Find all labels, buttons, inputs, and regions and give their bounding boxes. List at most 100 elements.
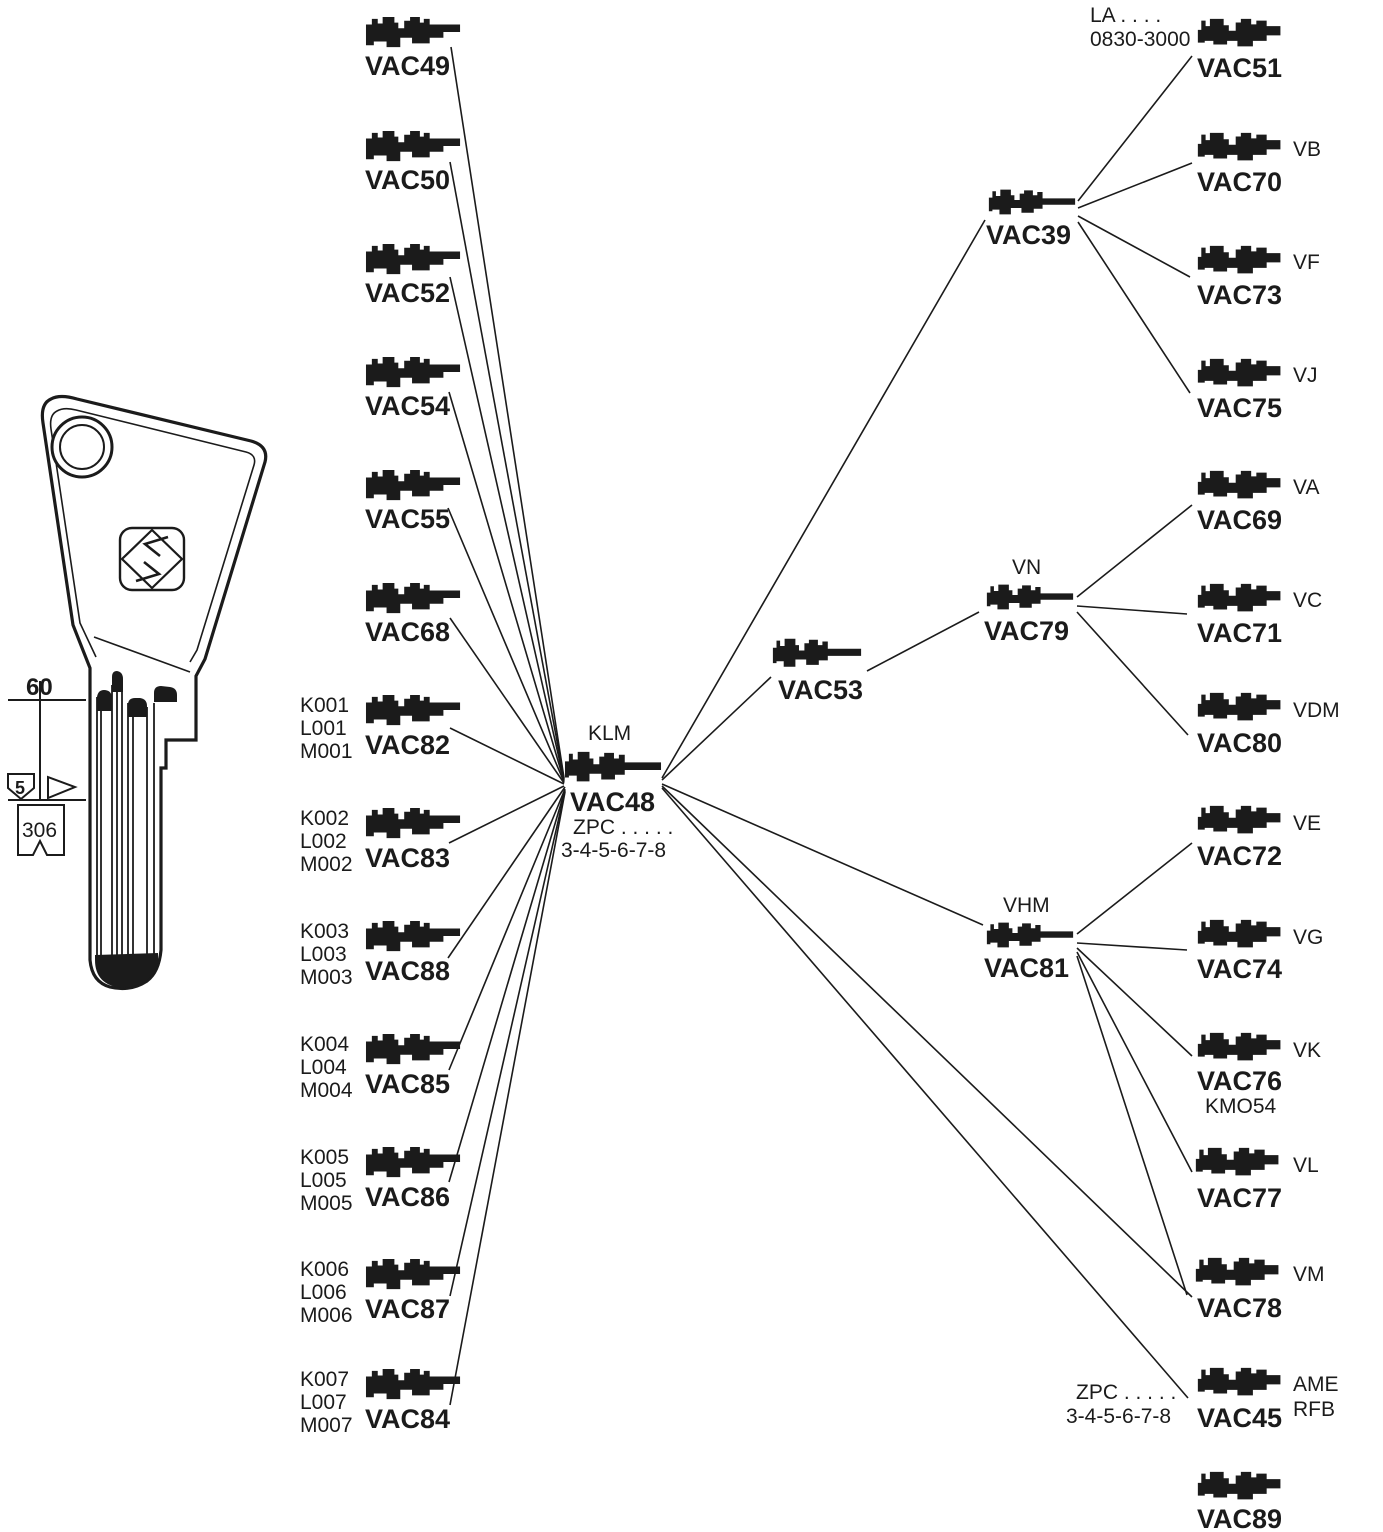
edge-line xyxy=(661,783,984,926)
edge-line xyxy=(448,391,565,782)
vac55-profile-icon xyxy=(365,469,461,501)
vac89-profile-icon xyxy=(1197,1471,1281,1500)
vac72-profile-icon xyxy=(1197,805,1281,834)
vac74-label: VAC74 xyxy=(1197,954,1283,984)
vac73-profile-icon xyxy=(1197,245,1281,274)
vac85-label: VAC85 xyxy=(365,1069,451,1099)
vac80-annotation-0: VDM xyxy=(1293,699,1340,722)
vac72-label: VAC72 xyxy=(1197,841,1283,871)
vac78-profile-icon xyxy=(1195,1257,1279,1286)
edge-line xyxy=(448,788,566,1071)
vac76-label: VAC76 xyxy=(1197,1066,1283,1096)
vac85-annotation-1: L004 xyxy=(300,1056,347,1079)
vac83-annotation-2: M002 xyxy=(300,853,353,876)
vac68-profile-icon xyxy=(365,582,461,614)
vac75-annotation-0: VJ xyxy=(1293,364,1318,387)
vac88-annotation-1: L003 xyxy=(300,943,347,966)
vac84-profile-icon xyxy=(365,1368,461,1400)
edge-line xyxy=(1076,842,1193,935)
vac87-annotation-2: M006 xyxy=(300,1304,353,1327)
vac86-annotation-0: K005 xyxy=(300,1146,350,1169)
vac79-annotation-0: VN xyxy=(1012,556,1042,579)
vac81-annotation-0: VHM xyxy=(1003,894,1050,917)
edge-line xyxy=(1076,605,1188,615)
vac53-profile-icon xyxy=(772,638,862,667)
silca-s-logo-icon xyxy=(118,526,186,592)
vac82-annotation-1: L001 xyxy=(300,717,347,740)
vac69-label: VAC69 xyxy=(1197,505,1283,535)
vac71-profile-icon xyxy=(1197,583,1281,612)
vac73-annotation-0: VF xyxy=(1293,251,1320,274)
edge-line xyxy=(1077,55,1193,202)
edge-line xyxy=(449,276,565,781)
vac45-annotation-0: AME xyxy=(1293,1373,1339,1396)
vac83-annotation-1: L002 xyxy=(300,830,347,853)
vac49-profile-icon xyxy=(365,16,461,48)
vac88-profile-icon xyxy=(365,920,461,952)
vac71-annotation-0: VC xyxy=(1293,589,1323,612)
edge-line xyxy=(1076,942,1188,951)
vac74-profile-icon xyxy=(1197,919,1281,948)
vac76-annotation-1: KMO54 xyxy=(1205,1095,1277,1118)
vac51-annotation-0: LA . . . . xyxy=(1090,4,1162,27)
vac54-profile-icon xyxy=(365,356,461,388)
vac84-annotation-0: K007 xyxy=(300,1368,350,1391)
vac72-annotation-0: VE xyxy=(1293,812,1322,835)
edge-line xyxy=(866,611,980,672)
vac48-label: VAC48 xyxy=(570,787,656,817)
key-blank-drawing: 60 5 306 xyxy=(7,394,268,991)
edge-line xyxy=(447,507,565,783)
vac86-profile-icon xyxy=(365,1146,461,1178)
vac73-label: VAC73 xyxy=(1197,280,1283,310)
vac87-annotation-0: K006 xyxy=(300,1258,350,1281)
vac88-annotation-0: K003 xyxy=(300,920,350,943)
key-length-value: 60 xyxy=(26,674,53,701)
vac81-label: VAC81 xyxy=(984,953,1070,983)
vac69-profile-icon xyxy=(1197,470,1281,499)
edge-line xyxy=(447,786,566,959)
vac88-annotation-2: M003 xyxy=(300,966,353,989)
vac45-annotation-3: 3-4-5-6-7-8 xyxy=(1066,1405,1172,1428)
vac78-label: VAC78 xyxy=(1197,1293,1283,1323)
vac83-annotation-0: K002 xyxy=(300,807,350,830)
vac50-profile-icon xyxy=(365,130,461,162)
vac51-annotation-1: 0830-3000 xyxy=(1090,28,1191,51)
vac79-label: VAC79 xyxy=(984,616,1070,646)
vac82-profile-icon xyxy=(365,694,461,726)
profile-box xyxy=(17,804,65,856)
vac55-label: VAC55 xyxy=(365,504,451,534)
vac54-label: VAC54 xyxy=(365,391,451,421)
vac52-profile-icon xyxy=(365,243,461,275)
vac70-label: VAC70 xyxy=(1197,167,1283,197)
vac82-annotation-2: M001 xyxy=(300,740,353,763)
edge-line xyxy=(449,791,566,1406)
vac50-label: VAC50 xyxy=(365,165,451,195)
vac78-annotation-0: VM xyxy=(1293,1263,1325,1286)
vac45-annotation-2: ZPC . . . . . xyxy=(1076,1381,1177,1404)
vac87-annotation-1: L006 xyxy=(300,1281,347,1304)
edge-line xyxy=(661,785,1193,1298)
vac80-label: VAC80 xyxy=(1197,728,1283,758)
vac81-profile-icon xyxy=(986,922,1074,948)
vac48-annotation-0: KLM xyxy=(588,722,632,745)
vac68-label: VAC68 xyxy=(365,617,451,647)
vac83-label: VAC83 xyxy=(365,843,451,873)
vac69-annotation-0: VA xyxy=(1293,476,1320,499)
pentagon-code-value: 5 xyxy=(15,778,25,798)
vac85-profile-icon xyxy=(365,1033,461,1065)
vac53-label: VAC53 xyxy=(778,675,864,705)
vac48-profile-icon xyxy=(564,751,662,782)
vac45-annotation-1: RFB xyxy=(1293,1398,1335,1421)
edge-line xyxy=(1076,504,1193,598)
vac87-profile-icon xyxy=(365,1258,461,1290)
vac82-label: VAC82 xyxy=(365,730,451,760)
vac75-profile-icon xyxy=(1197,358,1281,387)
vac84-label: VAC84 xyxy=(365,1404,451,1434)
vac75-label: VAC75 xyxy=(1197,393,1283,423)
edge-line xyxy=(661,787,1189,1399)
vac70-profile-icon xyxy=(1197,132,1281,161)
vac86-annotation-1: L005 xyxy=(300,1169,347,1192)
edge-line xyxy=(1077,221,1191,394)
vac86-annotation-2: M005 xyxy=(300,1192,353,1215)
